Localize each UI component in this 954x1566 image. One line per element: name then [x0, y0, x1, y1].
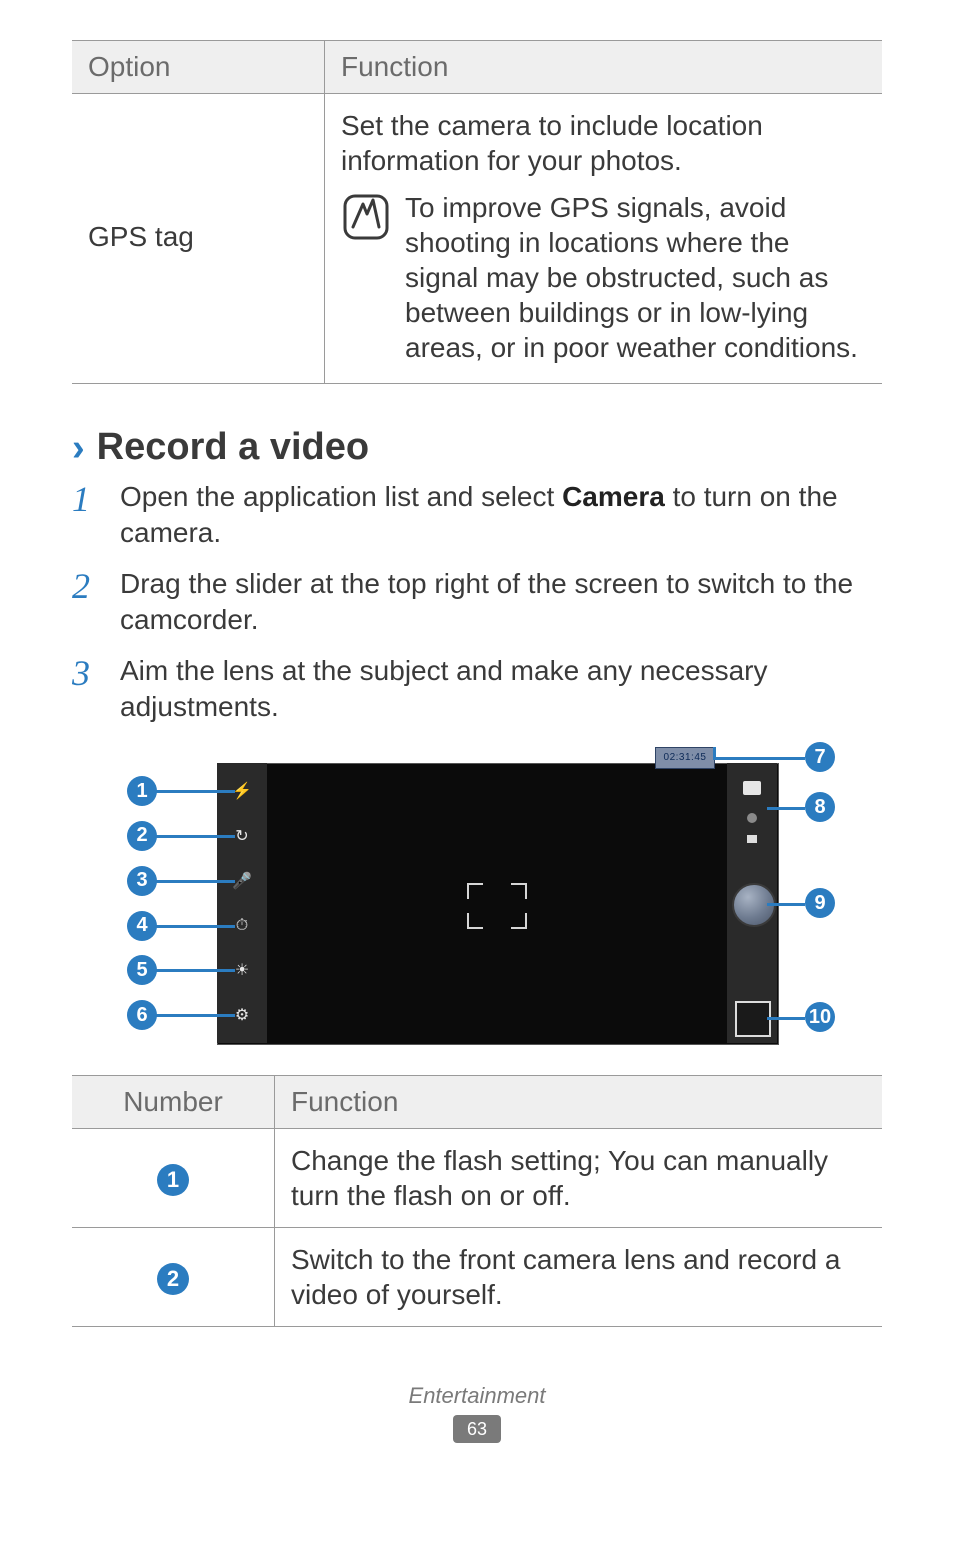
callout-header-number: Number: [72, 1076, 275, 1129]
focus-corner: [467, 913, 483, 929]
step-item: 3 Aim the lens at the subject and make an…: [72, 653, 882, 726]
screenshot-canvas: ⚡↻🎤⏱☀⚙ 02:31:45 1 2 3 4 5 6 7 8 9 10: [117, 743, 837, 1053]
callout-table-number-cell: 1: [72, 1129, 275, 1228]
footer-page-number: 63: [453, 1415, 501, 1443]
step-bold: Camera: [562, 481, 665, 512]
callout-table-header-row: Number Function: [72, 1076, 882, 1129]
callout-line: [713, 757, 805, 760]
callout-table: Number Function 1 Change the flash settin…: [72, 1075, 882, 1327]
page: Option Function GPS tag Set the camera t…: [0, 0, 954, 1483]
callout-line: [155, 925, 235, 928]
camera-left-toolbar: ⚡↻🎤⏱☀⚙: [217, 763, 267, 1043]
callout-line: [155, 880, 235, 883]
steps-list: 1 Open the application list and select Ca…: [72, 479, 882, 725]
callout-line: [155, 790, 235, 793]
callout-line: [713, 747, 716, 760]
callout-number: 9: [805, 888, 835, 918]
callout-number: 3: [127, 866, 157, 896]
step-item: 2 Drag the slider at the top right of the…: [72, 566, 882, 639]
callout-circle-number: 1: [157, 1164, 189, 1196]
section-title: Record a video: [97, 426, 369, 469]
focus-corner: [467, 883, 483, 899]
option-function-gps: Set the camera to include location infor…: [325, 94, 883, 384]
focus-bracket: [467, 883, 527, 929]
footer-category: Entertainment: [72, 1383, 882, 1409]
options-table: Option Function GPS tag Set the camera t…: [72, 40, 882, 384]
callout-table-number-cell: 2: [72, 1228, 275, 1327]
callout-table-function-cell: Switch to the front camera lens and reco…: [275, 1228, 883, 1327]
focus-corner: [511, 913, 527, 929]
gps-note-text: To improve GPS signals, avoid shooting i…: [405, 190, 866, 365]
callout-number: 2: [127, 821, 157, 851]
callout-number: 1: [127, 776, 157, 806]
focus-corner: [511, 883, 527, 899]
note-icon: [341, 190, 391, 240]
step-text: Open the application list and select Cam…: [120, 479, 882, 552]
step-number: 2: [72, 566, 100, 604]
option-name-gps: GPS tag: [72, 94, 325, 384]
gallery-preview: [735, 1001, 771, 1037]
step-number: 1: [72, 479, 100, 517]
step-number: 3: [72, 653, 100, 691]
callout-number: 5: [127, 955, 157, 985]
callout-number: 4: [127, 911, 157, 941]
step-item: 1 Open the application list and select Ca…: [72, 479, 882, 552]
callout-number: 8: [805, 792, 835, 822]
callout-line: [767, 903, 805, 906]
timecode-label: 02:31:45: [655, 747, 715, 769]
options-header-option: Option: [72, 41, 325, 94]
mode-video-icon: [747, 835, 757, 843]
callout-table-row: 2 Switch to the front camera lens and rec…: [72, 1228, 882, 1327]
option-function-gps-main: Set the camera to include location infor…: [341, 108, 866, 178]
callout-line: [155, 1014, 235, 1017]
callout-table-function-cell: Change the flash setting; You can manual…: [275, 1129, 883, 1228]
note-icon-svg: [343, 194, 389, 240]
callout-number: 7: [805, 742, 835, 772]
options-row-gps: GPS tag Set the camera to include locati…: [72, 94, 882, 384]
screenshot-figure: ⚡↻🎤⏱☀⚙ 02:31:45 1 2 3 4 5 6 7 8 9 10: [117, 743, 837, 1053]
callout-table-row: 1 Change the flash setting; You can manua…: [72, 1129, 882, 1228]
callout-line: [767, 1017, 805, 1020]
callout-number: 10: [805, 1002, 835, 1032]
mode-photo-icon: [743, 781, 761, 795]
callout-line: [155, 835, 235, 838]
callout-number: 6: [127, 1000, 157, 1030]
section-chevron-icon: ›: [72, 429, 85, 467]
callout-header-function: Function: [275, 1076, 883, 1129]
callout-line: [155, 969, 235, 972]
options-table-header-row: Option Function: [72, 41, 882, 94]
section-heading: › Record a video: [72, 426, 882, 469]
callout-line: [767, 807, 805, 810]
step-text: Drag the slider at the top right of the …: [120, 566, 882, 639]
step-text: Aim the lens at the subject and make any…: [120, 653, 882, 726]
options-header-function: Function: [325, 41, 883, 94]
gps-note: To improve GPS signals, avoid shooting i…: [341, 190, 866, 365]
callout-circle-number: 2: [157, 1263, 189, 1295]
